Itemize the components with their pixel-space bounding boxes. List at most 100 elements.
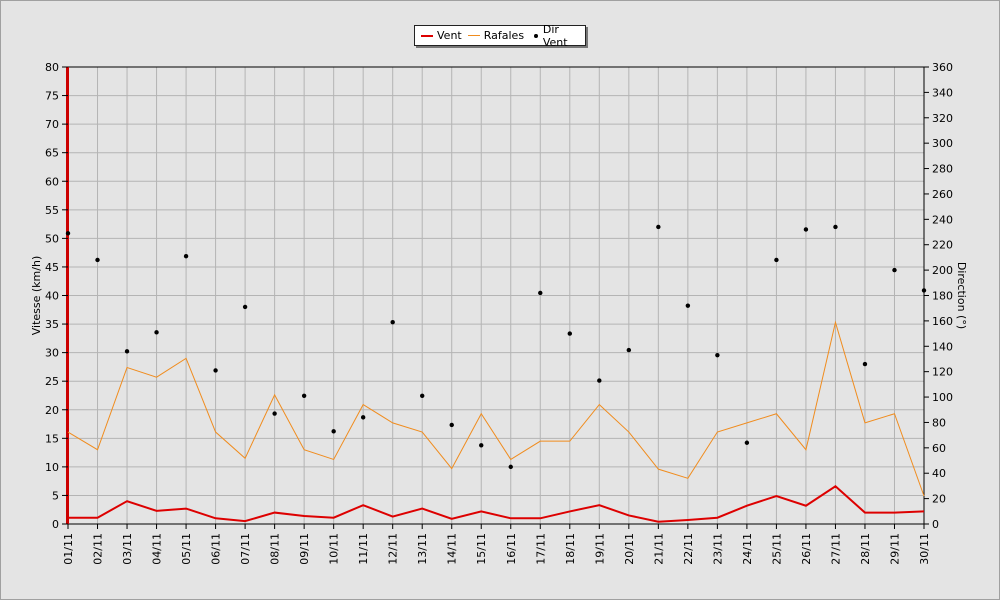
x-tick-label: 05/11 [180, 533, 193, 565]
x-tick-label: 30/11 [918, 533, 931, 565]
y-tick-label-right: 60 [932, 442, 946, 455]
x-tick-label: 20/11 [623, 533, 636, 565]
y-tick-label-left: 25 [45, 375, 59, 388]
y-tick-label-right: 120 [932, 366, 953, 379]
x-tick-label: 10/11 [328, 533, 341, 565]
x-tick-label: 29/11 [888, 533, 901, 565]
series-point-dir-vent [301, 393, 307, 398]
x-tick-label: 06/11 [210, 533, 223, 565]
x-tick-label: 22/11 [682, 533, 695, 565]
series-point-dir-vent [420, 393, 425, 398]
y-tick-label-right: 320 [932, 112, 953, 125]
y-tick-label-left: 45 [45, 261, 59, 274]
series-point-dir-vent [154, 330, 159, 335]
series-point-dir-vent [833, 224, 838, 230]
x-tick-label: 09/11 [298, 533, 311, 565]
y-tick-label-right: 40 [932, 467, 946, 480]
series-point-dir-vent [685, 303, 691, 308]
x-tick-label: 27/11 [829, 533, 842, 565]
series-point-dir-vent [213, 368, 218, 373]
series-point-dir-vent [331, 429, 336, 434]
x-tick-label: 04/11 [151, 533, 164, 565]
x-tick-label: 11/11 [357, 533, 370, 565]
series-point-dir-vent [892, 267, 897, 273]
series-point-dir-vent [508, 464, 513, 470]
series-line-vent [68, 485, 925, 523]
series-point-dir-vent [183, 253, 189, 259]
y-tick-label-left: 80 [45, 61, 59, 74]
x-tick-label: 18/11 [564, 533, 577, 565]
x-tick-label: 13/11 [416, 533, 429, 565]
series-point-dir-vent [597, 378, 602, 383]
series-point-dir-vent [774, 257, 779, 263]
y-tick-label-right: 20 [932, 493, 946, 506]
series-point-dir-vent [567, 331, 572, 336]
y-tick-label-right: 260 [932, 188, 953, 201]
series-point-dir-vent [803, 227, 809, 232]
y-tick-label-left: 60 [45, 175, 59, 188]
legend-label-rafales: Rafales [483, 29, 525, 42]
x-tick-label: 21/11 [652, 533, 665, 565]
series-point-dir-vent [449, 422, 454, 428]
x-tick-label: 24/11 [741, 533, 754, 565]
x-tick-label: 02/11 [92, 533, 105, 565]
series-point-dir-vent [124, 349, 130, 354]
series-point-dir-vent [626, 347, 632, 353]
x-tick-label: 03/11 [121, 533, 134, 565]
x-tick-label: 17/11 [534, 533, 547, 565]
legend-item-dir-vent: Dir Vent [530, 23, 585, 49]
y-tick-label-left: 10 [45, 461, 59, 474]
legend-label-dir-vent: Dir Vent [542, 22, 568, 49]
x-tick-label: 19/11 [593, 533, 606, 565]
y-tick-label-right: 0 [932, 518, 939, 531]
x-tick-label: 15/11 [475, 533, 488, 565]
y-tick-label-left: 5 [52, 489, 59, 502]
y-tick-label-left: 55 [45, 204, 59, 217]
legend-label-vent: Vent [437, 29, 462, 42]
legend: Vent Rafales Dir Vent [414, 23, 586, 49]
series-point-dir-vent [744, 440, 750, 445]
y-axis-title-left: Vitesse (km/h) [30, 256, 43, 336]
legend-item-rafales: Rafales [467, 29, 525, 42]
y-tick-label-left: 50 [45, 232, 59, 245]
y-tick-label-right: 280 [932, 163, 953, 176]
legend-swatch-vent [421, 34, 433, 37]
y-axis-title-right: Direction (°) [955, 262, 968, 329]
y-tick-label-left: 70 [45, 118, 59, 131]
y-tick-label-left: 35 [45, 318, 59, 331]
x-tick-label: 26/11 [800, 533, 813, 565]
series-point-dir-vent [862, 361, 868, 367]
y-tick-label-right: 100 [932, 391, 953, 404]
y-tick-label-right: 340 [932, 86, 953, 99]
y-tick-label-right: 200 [932, 264, 953, 277]
legend-swatch-dir-vent [534, 33, 538, 38]
y-tick-label-left: 40 [45, 290, 59, 303]
x-tick-label: 14/11 [446, 533, 459, 565]
series-point-dir-vent [921, 288, 927, 293]
series-point-dir-vent [65, 231, 71, 236]
legend-item-vent: Vent [421, 29, 462, 42]
series-point-dir-vent [715, 352, 720, 358]
y-tick-label-left: 0 [52, 518, 59, 531]
series-point-dir-vent [538, 290, 543, 296]
series-line-rafales [67, 320, 925, 497]
y-tick-label-right: 180 [932, 290, 953, 303]
series-point-dir-vent [479, 443, 484, 448]
y-tick-label-right: 140 [932, 340, 953, 353]
x-tick-label: 01/11 [62, 533, 75, 565]
series-point-dir-vent [242, 304, 248, 310]
series-point-dir-vent [95, 257, 100, 263]
y-tick-label-left: 75 [45, 90, 59, 103]
y-tick-label-right: 160 [932, 315, 953, 328]
legend-swatch-rafales [467, 35, 480, 36]
series-point-dir-vent [390, 319, 395, 325]
x-tick-label: 16/11 [505, 533, 518, 565]
y-tick-label-left: 15 [45, 432, 59, 445]
x-tick-label: 23/11 [711, 533, 724, 565]
x-tick-label: 25/11 [770, 533, 783, 565]
series-point-dir-vent [272, 411, 277, 416]
y-tick-label-left: 20 [45, 404, 59, 417]
y-tick-label-right: 300 [932, 137, 953, 150]
y-tick-label-right: 360 [932, 61, 953, 74]
x-tick-label: 12/11 [387, 533, 400, 565]
